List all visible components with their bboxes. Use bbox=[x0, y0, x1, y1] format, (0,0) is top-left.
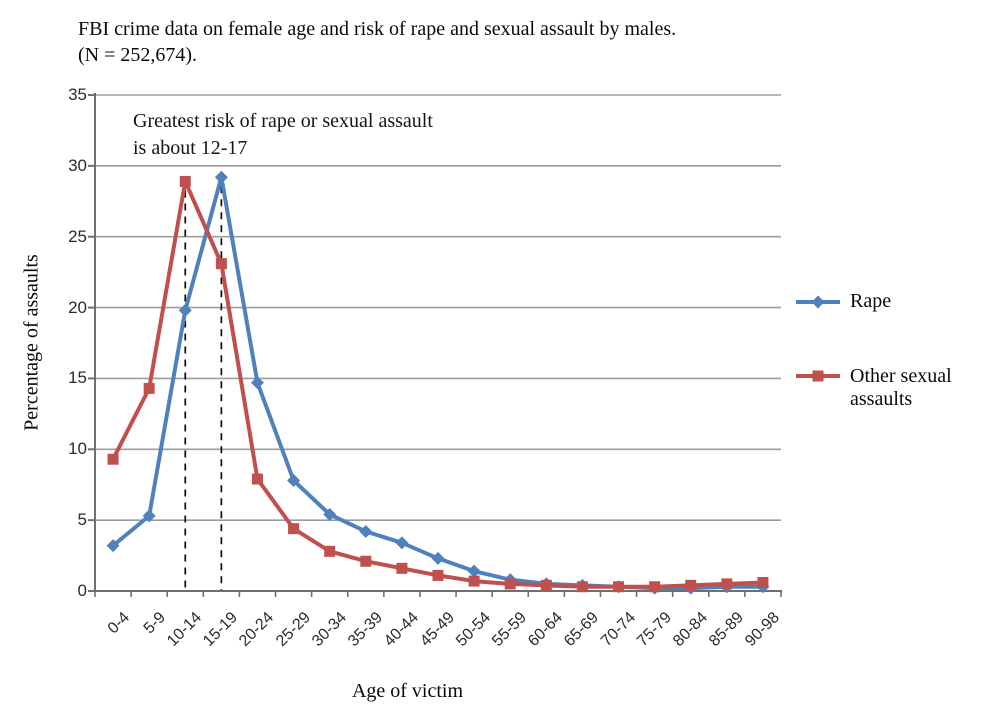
data-point-other-sexual-assaults bbox=[504, 578, 516, 590]
data-point-other-sexual-assaults bbox=[288, 523, 300, 535]
legend-label-rape: Rape bbox=[850, 290, 892, 312]
annotation-line2: is about 12-17 bbox=[133, 137, 248, 159]
data-point-other-sexual-assaults bbox=[649, 581, 661, 593]
data-point-other-sexual-assaults bbox=[143, 382, 155, 394]
y-tick-label: 25 bbox=[68, 226, 87, 246]
data-point-other-sexual-assaults bbox=[215, 258, 227, 270]
y-tick-label: 5 bbox=[77, 510, 87, 530]
x-axis-title: Age of victim bbox=[351, 680, 464, 702]
y-tick-label: 20 bbox=[68, 297, 87, 317]
data-point-rape bbox=[214, 170, 228, 184]
chart-title: FBI crime data on female age and risk of… bbox=[78, 16, 838, 68]
y-tick-label: 30 bbox=[68, 155, 87, 175]
annotation-line1: Greatest risk of rape or sexual assault bbox=[133, 110, 433, 132]
data-point-rape bbox=[106, 539, 120, 553]
data-point-other-sexual-assaults bbox=[685, 579, 697, 591]
rape-series-marker-icon bbox=[796, 295, 840, 308]
y-tick-label: 35 bbox=[68, 85, 87, 104]
legend: Rape Other sexual assaults bbox=[795, 290, 985, 463]
data-point-other-sexual-assaults bbox=[721, 578, 733, 590]
diamond-marker-icon bbox=[811, 295, 825, 308]
data-point-rape bbox=[142, 509, 156, 523]
legend-item-other-sexual-assaults: Other sexual assaults bbox=[795, 365, 985, 411]
chart-title-line1: FBI crime data on female age and risk of… bbox=[78, 18, 677, 40]
data-point-other-sexual-assaults bbox=[396, 562, 408, 574]
annotation: Greatest risk of rape or sexual assault … bbox=[133, 108, 593, 162]
data-point-rape bbox=[395, 536, 409, 550]
data-point-other-sexual-assaults bbox=[360, 555, 372, 567]
data-point-other-sexual-assaults bbox=[757, 576, 769, 588]
data-point-rape bbox=[431, 551, 445, 565]
square-marker-icon bbox=[812, 370, 824, 382]
data-point-rape bbox=[323, 507, 337, 521]
data-point-rape bbox=[250, 376, 264, 390]
series-line-other-sexual-assaults bbox=[111, 179, 765, 589]
legend-item-rape: Rape bbox=[795, 290, 985, 313]
y-tick-label: 15 bbox=[68, 368, 87, 388]
chart-title-line2: (N = 252,674). bbox=[78, 44, 198, 66]
data-point-other-sexual-assaults bbox=[540, 579, 552, 591]
data-point-rape bbox=[287, 473, 301, 487]
data-point-other-sexual-assaults bbox=[468, 575, 480, 587]
y-tick-label: 0 bbox=[77, 581, 87, 600]
other-sexual-assaults-series-marker-icon bbox=[796, 370, 840, 382]
y-tick-label: 10 bbox=[68, 439, 87, 459]
data-point-other-sexual-assaults bbox=[107, 453, 119, 465]
data-point-other-sexual-assaults bbox=[613, 581, 625, 593]
data-point-other-sexual-assaults bbox=[251, 473, 263, 485]
data-point-other-sexual-assaults bbox=[432, 569, 444, 581]
data-point-other-sexual-assaults bbox=[324, 545, 336, 557]
data-point-other-sexual-assaults bbox=[179, 175, 191, 187]
data-point-rape bbox=[467, 564, 481, 578]
data-point-other-sexual-assaults bbox=[576, 581, 588, 593]
legend-label-other-sexual-assaults: Other sexual assaults bbox=[850, 365, 952, 410]
data-point-rape bbox=[178, 303, 192, 317]
data-point-rape bbox=[359, 524, 373, 538]
